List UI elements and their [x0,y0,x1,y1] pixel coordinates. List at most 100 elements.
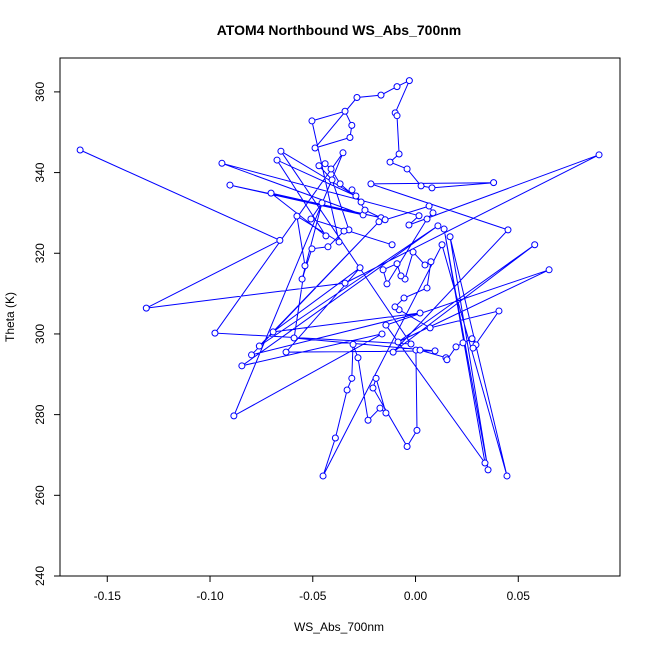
data-point [409,248,417,256]
data-point [356,264,364,272]
data-point [484,466,492,474]
x-tick-label: -0.15 [94,589,122,603]
data-point [423,215,431,223]
data-point [311,144,319,152]
data-point [298,275,306,283]
data-point [416,346,424,354]
data-point [377,91,385,99]
x-tick-label: 0.00 [404,589,428,603]
chart-title: ATOM4 Northbound WS_Abs_700nm [217,22,462,38]
data-point [429,209,437,217]
data-point [415,212,423,220]
data-point [290,334,298,342]
data-point [361,206,369,214]
data-point [393,260,401,268]
data-point [400,294,408,302]
data-point [403,165,411,173]
data-point [269,328,277,336]
plot-frame [59,57,621,577]
data-point [440,225,448,233]
y-tick-label: 320 [33,243,47,263]
data-point [211,329,219,337]
y-tick-label: 360 [33,82,47,102]
data-point [142,304,150,312]
y-tick-label: 240 [33,566,47,586]
data-point [307,215,315,223]
data-point [490,179,498,187]
data-point [397,272,405,280]
data-point [407,340,415,348]
data-point [322,232,330,240]
data-point [348,374,356,382]
data-point [504,226,512,234]
data-point [428,184,436,192]
data-point [438,241,446,249]
data-point [218,159,226,167]
data-point [357,198,365,206]
y-tick-label: 340 [33,162,47,182]
data-point [393,112,401,120]
data-point [425,202,433,210]
data-point [331,434,339,442]
data-point [341,279,349,287]
data-point [267,189,275,197]
data-point [335,238,343,246]
y-axis-label: Theta (K) [3,292,17,342]
data-point [276,236,284,244]
data-point [545,266,553,274]
data-point [372,374,380,382]
data-point [394,338,402,346]
data-point [434,222,442,230]
data-point [346,133,354,141]
x-tick-label: -0.10 [196,589,224,603]
data-point [403,443,411,450]
data-point [427,258,435,266]
data-point [391,303,399,311]
data-point [405,221,413,229]
data-point [431,347,439,355]
data-point [393,83,401,91]
data-point [353,94,361,102]
data-point [405,77,413,85]
data-point [459,339,467,347]
data-point [364,416,372,424]
data-point [248,351,256,359]
data-point [367,180,375,188]
data-point [336,180,344,188]
data-point [386,158,394,166]
data-point [308,117,316,125]
data-point [388,241,396,249]
data-point [446,233,454,241]
data-point [282,348,290,356]
data-point [340,227,348,235]
data-point [348,121,356,129]
y-tick-label: 260 [33,485,47,505]
data-point [255,342,263,350]
data-point [469,344,477,352]
data-point [383,280,391,288]
data-point [318,199,326,207]
data-point [481,459,489,467]
data-point [327,165,335,173]
data-point [341,107,349,115]
data-point [343,386,351,394]
data-point [389,348,397,356]
data-point [378,330,386,338]
data-point [395,150,403,158]
data-point [531,241,539,249]
data-point [423,284,431,292]
data-point [339,149,347,157]
data-point [273,156,281,164]
y-tick-label: 280 [33,404,47,424]
data-point [595,151,603,159]
data-point [226,181,234,189]
data-point [443,356,451,364]
x-tick-label: 0.05 [507,589,531,603]
data-point [503,472,511,480]
data-point [324,243,332,251]
x-tick-label: -0.05 [299,589,327,603]
data-point [452,343,460,351]
data-point [277,147,285,155]
